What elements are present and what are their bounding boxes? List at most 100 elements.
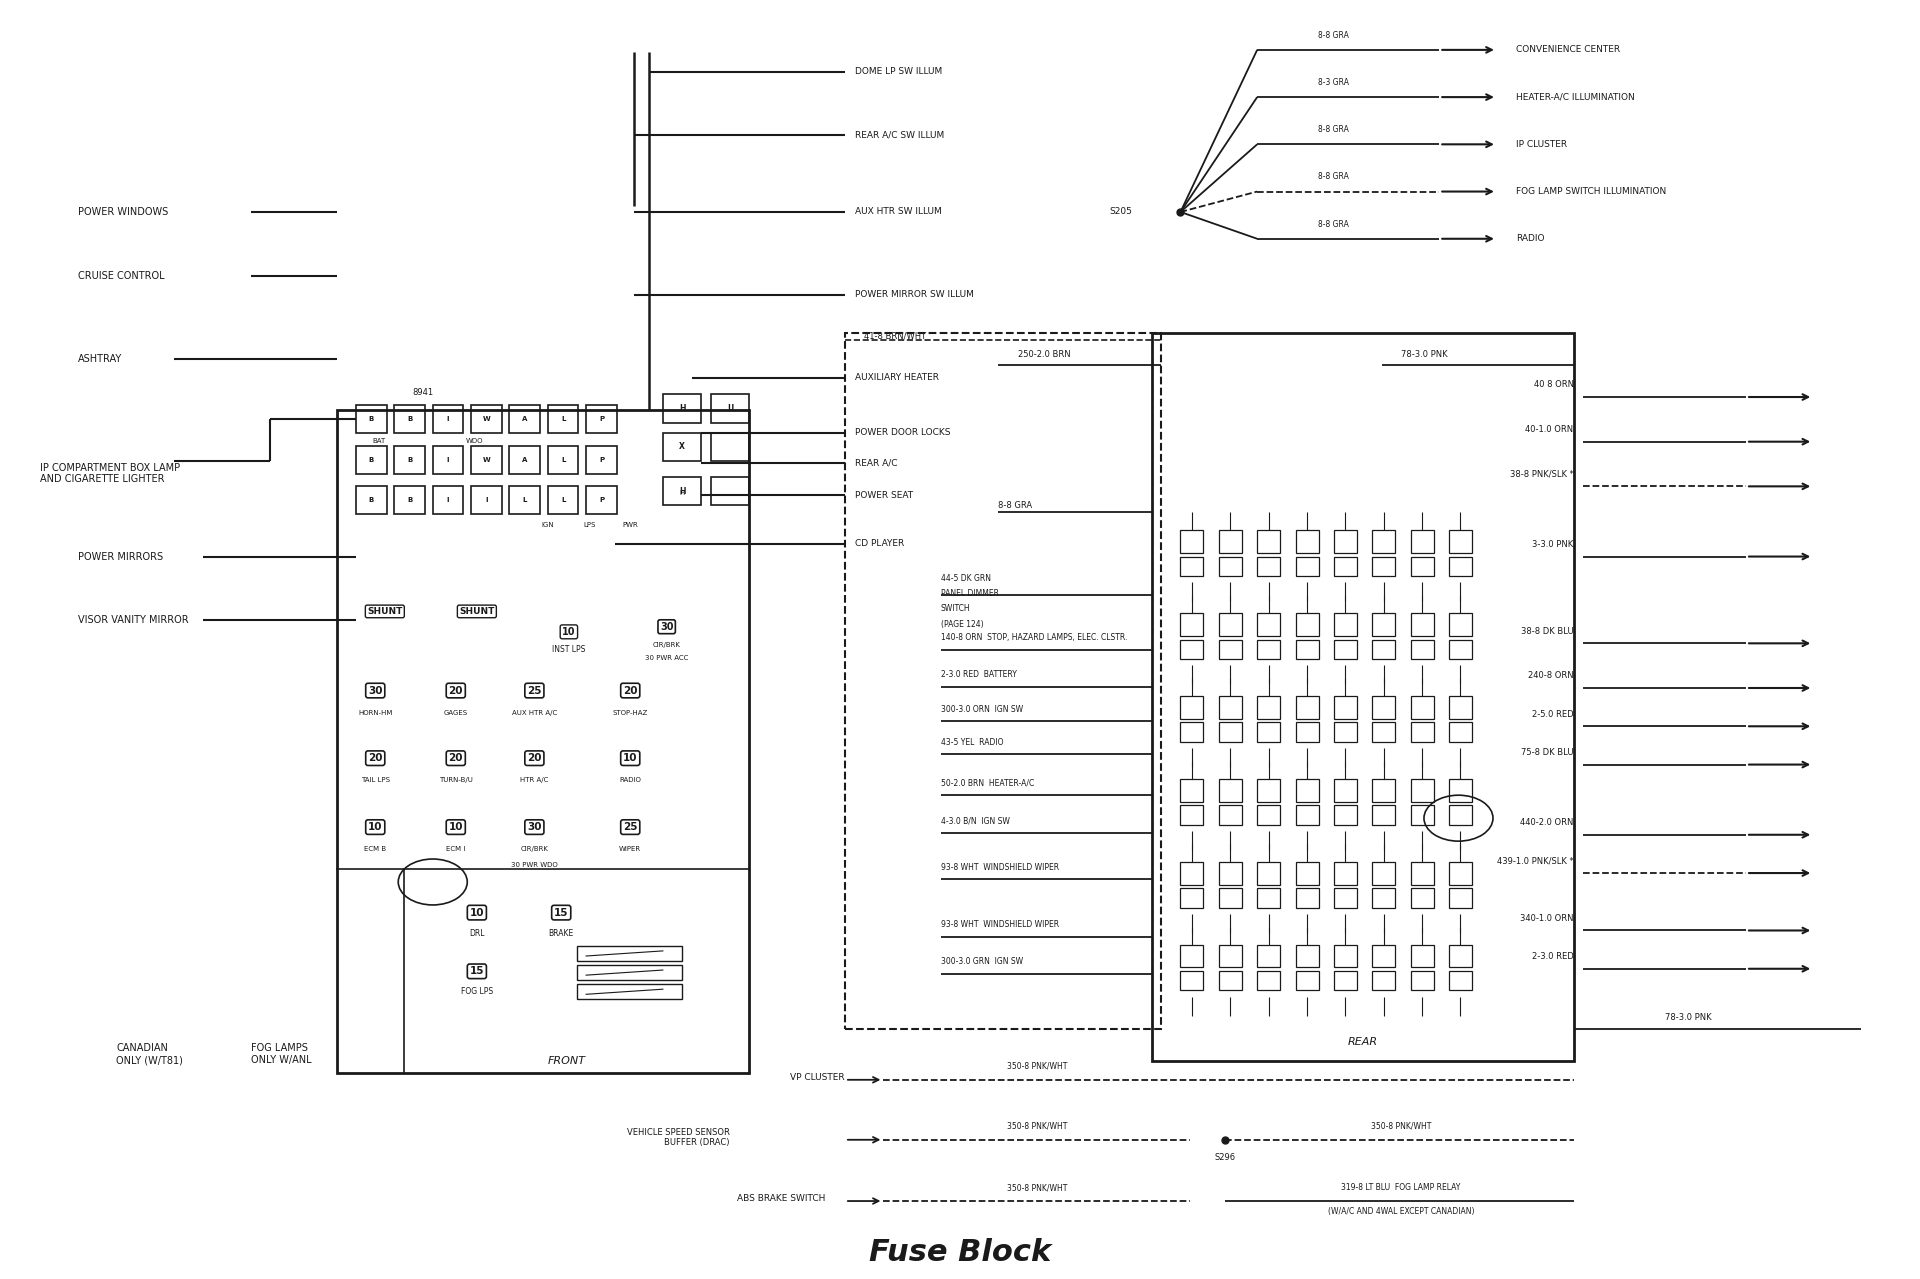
Bar — [1258, 779, 1281, 802]
Text: 25: 25 — [528, 686, 541, 696]
Text: 2-3.0 RED  BATTERY: 2-3.0 RED BATTERY — [941, 670, 1018, 679]
Bar — [1258, 971, 1281, 990]
Text: 4-3.0 B/N  IGN SW: 4-3.0 B/N IGN SW — [941, 817, 1010, 826]
Text: PWR: PWR — [622, 522, 637, 528]
Text: 25: 25 — [622, 822, 637, 833]
Bar — [1411, 862, 1434, 885]
Bar — [1450, 613, 1473, 636]
Text: BAT: BAT — [372, 437, 386, 444]
Text: (W/A/C AND 4WAL EXCEPT CANADIAN): (W/A/C AND 4WAL EXCEPT CANADIAN) — [1329, 1207, 1475, 1216]
Text: L: L — [561, 416, 564, 422]
Text: CD PLAYER: CD PLAYER — [854, 540, 904, 549]
Bar — [1181, 779, 1204, 802]
Text: P: P — [599, 457, 605, 463]
Text: CIR/BRK: CIR/BRK — [520, 847, 549, 852]
Bar — [1334, 862, 1357, 885]
Text: H: H — [680, 487, 685, 496]
Bar — [576, 984, 682, 999]
Text: (PAGE 124): (PAGE 124) — [941, 620, 983, 629]
Text: 2-3.0 RED: 2-3.0 RED — [1532, 952, 1574, 961]
Bar — [1181, 613, 1204, 636]
Bar — [547, 404, 578, 432]
Text: REAR A/C: REAR A/C — [854, 459, 897, 468]
Text: 38-8 PNK/SLK *: 38-8 PNK/SLK * — [1509, 469, 1574, 478]
Bar — [1296, 696, 1319, 719]
Text: 240-8 ORN: 240-8 ORN — [1528, 671, 1574, 680]
Text: INST LPS: INST LPS — [553, 645, 586, 654]
Text: 30: 30 — [528, 822, 541, 833]
Bar — [509, 486, 540, 514]
Text: STOP-HAZ: STOP-HAZ — [612, 710, 647, 716]
Bar — [1219, 530, 1242, 553]
Text: 300-3.0 GRN  IGN SW: 300-3.0 GRN IGN SW — [941, 957, 1023, 966]
Text: 30: 30 — [660, 622, 674, 632]
Text: B: B — [407, 498, 413, 504]
Bar — [394, 445, 424, 473]
Text: 350-8 PNK/WHT: 350-8 PNK/WHT — [1006, 1122, 1068, 1131]
Text: 250-2.0 BRN: 250-2.0 BRN — [1018, 349, 1069, 358]
Text: 20: 20 — [622, 686, 637, 696]
Bar — [1219, 971, 1242, 990]
Bar — [1219, 862, 1242, 885]
Text: PANEL DIMMER: PANEL DIMMER — [941, 590, 998, 599]
Text: 8941: 8941 — [413, 388, 434, 396]
Text: U: U — [728, 404, 733, 413]
Text: FOG LAMPS
ONLY W/ANL: FOG LAMPS ONLY W/ANL — [252, 1044, 311, 1065]
Text: 2-5.0 RED: 2-5.0 RED — [1532, 710, 1574, 719]
Text: 439-1.0 PNK/SLK *: 439-1.0 PNK/SLK * — [1498, 857, 1574, 866]
Text: 350-8 PNK/WHT: 350-8 PNK/WHT — [1006, 1183, 1068, 1192]
Bar — [1411, 613, 1434, 636]
Text: VISOR VANITY MIRROR: VISOR VANITY MIRROR — [79, 615, 188, 625]
Text: 350-8 PNK/WHT: 350-8 PNK/WHT — [1371, 1122, 1430, 1131]
Text: 20: 20 — [449, 686, 463, 696]
Bar — [1181, 696, 1204, 719]
Text: 30 PWR WDO: 30 PWR WDO — [511, 862, 557, 867]
Bar — [1219, 889, 1242, 908]
Bar — [576, 964, 682, 980]
Text: SHUNT: SHUNT — [459, 608, 495, 616]
Text: 43-5 YEL  RADIO: 43-5 YEL RADIO — [941, 738, 1004, 747]
Bar — [1181, 944, 1204, 967]
Bar — [1258, 944, 1281, 967]
Text: TURN-B/U: TURN-B/U — [440, 778, 472, 783]
Bar — [1334, 944, 1357, 967]
Text: B: B — [369, 416, 374, 422]
Text: 8-8 GRA: 8-8 GRA — [1319, 31, 1350, 40]
Text: 75-8 DK BLU: 75-8 DK BLU — [1521, 748, 1574, 757]
Bar — [336, 409, 749, 1073]
Text: WDO: WDO — [467, 437, 484, 444]
Bar — [1181, 806, 1204, 825]
Text: B: B — [407, 416, 413, 422]
Text: 10: 10 — [470, 908, 484, 917]
Bar — [1373, 613, 1396, 636]
Bar — [509, 404, 540, 432]
Text: 8-3 GRA: 8-3 GRA — [1319, 78, 1350, 87]
Bar — [1411, 723, 1434, 742]
Bar — [1373, 556, 1396, 576]
Text: 20: 20 — [528, 753, 541, 764]
Text: HTR A/C: HTR A/C — [520, 778, 549, 783]
Text: FOG LPS: FOG LPS — [461, 986, 493, 995]
Bar — [1373, 944, 1396, 967]
Text: 3-3.0 PNK: 3-3.0 PNK — [1532, 540, 1574, 549]
Bar — [1258, 530, 1281, 553]
Bar — [1334, 806, 1357, 825]
Bar — [1219, 556, 1242, 576]
Bar — [1258, 696, 1281, 719]
Bar — [470, 445, 501, 473]
Text: 93-8 WHT  WINDSHIELD WIPER: 93-8 WHT WINDSHIELD WIPER — [941, 863, 1060, 872]
Bar — [1411, 640, 1434, 659]
Bar — [1296, 971, 1319, 990]
Bar — [1373, 971, 1396, 990]
Bar — [1334, 556, 1357, 576]
Bar — [1334, 696, 1357, 719]
Bar — [1181, 889, 1204, 908]
Text: 8-8 GRA: 8-8 GRA — [1319, 220, 1350, 229]
Text: 44-5 DK GRN: 44-5 DK GRN — [941, 574, 991, 583]
Bar — [1334, 889, 1357, 908]
Bar — [1219, 696, 1242, 719]
Bar — [1373, 779, 1396, 802]
Text: ECM I: ECM I — [445, 847, 465, 852]
Bar — [432, 404, 463, 432]
Text: AUX HTR A/C: AUX HTR A/C — [513, 710, 557, 716]
